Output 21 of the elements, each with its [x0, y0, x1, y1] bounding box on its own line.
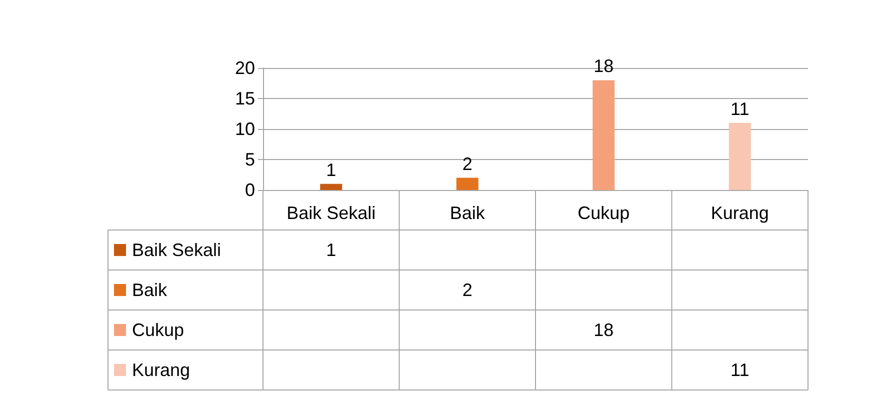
y-tick-label: 20	[234, 58, 255, 78]
y-tick-label: 0	[244, 180, 255, 200]
text: 11	[730, 360, 750, 380]
x-tick-label: Baik	[450, 203, 486, 223]
legend-label: Baik	[132, 280, 168, 300]
x-tick-label: Kurang	[710, 203, 769, 223]
y-tick-label: 10	[234, 119, 255, 139]
y-tick-label: 5	[244, 150, 255, 170]
y-tick-label: 15	[234, 88, 255, 108]
legend-label: Baik Sekali	[132, 240, 222, 260]
x-tick-label: Cukup	[578, 203, 630, 223]
data-label: 2	[462, 154, 472, 174]
data-label: 11	[730, 98, 750, 119]
text: 18	[594, 320, 614, 340]
text: 2	[462, 280, 472, 300]
legend-label: Cukup	[132, 320, 184, 340]
x-tick-label: Baik Sekali	[286, 203, 376, 223]
data-label: 1	[326, 160, 336, 180]
text: 1	[326, 240, 336, 260]
data-label: 18	[594, 56, 614, 76]
legend-label: Kurang	[132, 360, 190, 380]
